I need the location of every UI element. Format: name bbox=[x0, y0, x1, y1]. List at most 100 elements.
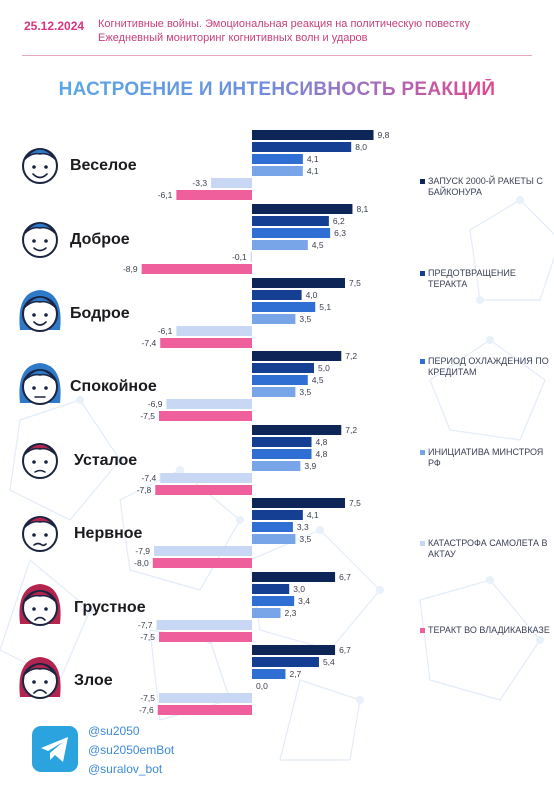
handle-su2050embot[interactable]: @su2050emBot bbox=[88, 743, 175, 757]
bar bbox=[252, 363, 314, 373]
bar-value-label: -0,1 bbox=[232, 252, 247, 262]
bar-value-label: -8,0 bbox=[134, 558, 149, 568]
bar bbox=[252, 534, 296, 544]
bar-value-label: -7,5 bbox=[140, 411, 155, 421]
bar-value-label: 6,7 bbox=[339, 572, 351, 582]
bar bbox=[252, 608, 281, 618]
bar bbox=[252, 425, 342, 435]
category-group: 6,7 5,4 2,7 0,0 -7,5 -7,6 Злое bbox=[19, 645, 351, 715]
bar-value-label: 3,3 bbox=[297, 522, 309, 532]
bar bbox=[141, 264, 252, 274]
bar bbox=[157, 705, 252, 715]
bar-value-label: 3,5 bbox=[299, 314, 311, 324]
bar-value-label: 5,1 bbox=[319, 302, 331, 312]
legend-item: КАТАСТРОФА САМОЛЕТА В АКТАУ bbox=[420, 538, 553, 560]
bar bbox=[252, 314, 296, 324]
bar bbox=[166, 399, 252, 409]
smiling-face-icon bbox=[22, 148, 58, 184]
bar bbox=[252, 302, 316, 312]
bar-value-label: 3,5 bbox=[299, 387, 311, 397]
legend-swatch bbox=[420, 628, 425, 633]
category-label: Нервное bbox=[74, 525, 143, 542]
bar-value-label: 8,0 bbox=[355, 142, 367, 152]
bar-value-label: -7,5 bbox=[140, 693, 155, 703]
bar bbox=[252, 669, 286, 679]
bar-value-label: 4,8 bbox=[316, 449, 328, 459]
category-group: 8,1 6,2 6,3 4,5 -0,1 -8,9 Доброе bbox=[22, 204, 369, 274]
cheerful-woman-face-icon bbox=[19, 290, 61, 332]
bar-value-label: -8,9 bbox=[123, 264, 138, 274]
bar-value-label: -6,1 bbox=[158, 326, 173, 336]
bar bbox=[252, 449, 312, 459]
legend-label: ПЕРИОД ОХЛАЖДЕНИЯ ПО КРЕДИТАМ bbox=[428, 356, 549, 377]
bar-value-label: 7,2 bbox=[345, 351, 357, 361]
bar bbox=[159, 693, 252, 703]
bar-value-label: 4,1 bbox=[307, 510, 319, 520]
bar-value-label: -7,8 bbox=[137, 485, 152, 495]
telegram-icon[interactable] bbox=[32, 726, 78, 772]
bar bbox=[252, 228, 331, 238]
chart-title: НАСТРОЕНИЕ И ИНТЕНСИВНОСТЬ РЕАКЦИЙ bbox=[58, 79, 496, 100]
bar-value-label: 4,0 bbox=[306, 290, 318, 300]
report-subtitle: Когнитивные войны. Эмоциональная реакция… bbox=[98, 17, 538, 45]
bar-value-label: -3,3 bbox=[192, 178, 207, 188]
bar-value-label: -7,6 bbox=[139, 705, 154, 715]
bar-value-label: 8,1 bbox=[356, 204, 368, 214]
bar-value-label: 5,4 bbox=[323, 657, 335, 667]
bar bbox=[252, 204, 353, 214]
category-group: 9,8 8,0 4,1 4,1 -3,3 -6,1 Веселое bbox=[22, 130, 390, 200]
bar-value-label: -7,9 bbox=[135, 546, 150, 556]
category-label: Усталое bbox=[74, 452, 137, 469]
legend-item: ПРЕДОТВРАЩЕНИЕ ТЕРАКТА bbox=[420, 268, 553, 290]
bar bbox=[160, 338, 252, 348]
bar-value-label: -7,4 bbox=[142, 473, 157, 483]
bar-value-label: 9,8 bbox=[378, 130, 390, 140]
bar bbox=[154, 546, 252, 556]
bar bbox=[252, 278, 345, 288]
bar-value-label: 4,8 bbox=[316, 437, 328, 447]
bar bbox=[252, 572, 336, 582]
handle-su2050[interactable]: @su2050 bbox=[88, 724, 140, 738]
bar bbox=[252, 166, 303, 176]
bar bbox=[159, 632, 252, 642]
header-divider bbox=[22, 55, 532, 56]
legend-label: ИНИЦИАТИВА МИНСТРОЯ РФ bbox=[428, 447, 544, 468]
bar bbox=[252, 240, 308, 250]
category-group: 7,5 4,05,1 3,5 -6,1-7,4 Бодрое bbox=[19, 278, 361, 348]
category-group: 7,2 5,0 4,53,5 -6,9 -7,5 Спокойное bbox=[19, 351, 357, 421]
bar bbox=[252, 130, 374, 140]
bar bbox=[252, 510, 303, 520]
bar bbox=[252, 154, 303, 164]
legend-label: ЗАПУСК 2000-Й РАКЕТЫ С БАЙКОНУРА bbox=[428, 176, 543, 197]
handle-suralov-bot[interactable]: @suralov_bot bbox=[88, 762, 163, 776]
bar bbox=[252, 498, 345, 508]
bar bbox=[252, 645, 336, 655]
report-date: 25.12.2024 bbox=[24, 19, 85, 33]
legend-swatch bbox=[420, 450, 425, 455]
calm-woman-face-icon bbox=[19, 363, 61, 405]
bar bbox=[160, 473, 252, 483]
bar-value-label: -7,5 bbox=[140, 632, 155, 642]
legend-label: ТЕРАКТ ВО ВЛАДИКАВКАЗЕ bbox=[428, 625, 550, 635]
bar-value-label: 7,5 bbox=[349, 498, 361, 508]
bar-value-label: 6,7 bbox=[339, 645, 351, 655]
category-label: Злое bbox=[74, 672, 113, 689]
angry-woman-face-icon bbox=[19, 657, 61, 699]
bar-value-label: 3,4 bbox=[298, 596, 310, 606]
bar-value-label: 4,1 bbox=[307, 166, 319, 176]
bar-value-label: 2,7 bbox=[289, 669, 301, 679]
bar-value-label: 5,0 bbox=[318, 363, 330, 373]
bar-value-label: 7,2 bbox=[345, 425, 357, 435]
legend-item: ТЕРАКТ ВО ВЛАДИКАВКАЗЕ bbox=[420, 625, 553, 636]
legend-label: КАТАСТРОФА САМОЛЕТА В АКТАУ bbox=[428, 538, 548, 559]
category-label: Веселое bbox=[70, 157, 137, 174]
bar-value-label: 6,3 bbox=[334, 228, 346, 238]
category-label: Бодрое bbox=[70, 305, 130, 322]
bar-value-label: 7,5 bbox=[349, 278, 361, 288]
bar bbox=[252, 596, 295, 606]
bar bbox=[252, 437, 312, 447]
bar bbox=[252, 387, 296, 397]
bar bbox=[250, 252, 252, 262]
bar bbox=[152, 558, 252, 568]
bar-value-label: 4,5 bbox=[312, 375, 324, 385]
